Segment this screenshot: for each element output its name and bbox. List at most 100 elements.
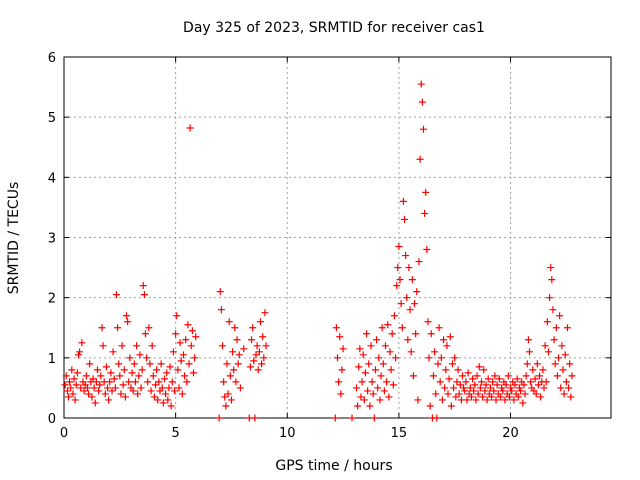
data-point xyxy=(455,390,463,398)
data-point xyxy=(338,366,346,374)
data-point xyxy=(192,333,200,341)
data-point xyxy=(158,384,166,392)
data-point xyxy=(259,333,267,341)
data-point xyxy=(253,342,261,350)
data-point xyxy=(86,360,94,368)
data-point xyxy=(444,390,452,398)
data-point xyxy=(219,342,227,350)
data-point xyxy=(75,351,83,359)
data-point xyxy=(95,387,103,395)
data-point xyxy=(547,264,555,272)
data-point xyxy=(484,375,492,383)
data-point xyxy=(159,399,167,407)
data-point xyxy=(254,366,262,374)
data-point xyxy=(488,393,496,401)
data-point xyxy=(73,369,81,377)
data-point xyxy=(421,209,429,217)
data-point xyxy=(521,390,529,398)
data-point xyxy=(440,336,448,344)
data-point xyxy=(82,372,90,380)
x-tick-label: 20 xyxy=(502,426,519,441)
data-point xyxy=(258,360,266,368)
data-point xyxy=(144,378,152,386)
data-point xyxy=(157,360,165,368)
y-tick-label: 2 xyxy=(48,292,56,307)
data-point xyxy=(162,390,170,398)
data-point xyxy=(430,372,438,380)
data-point xyxy=(448,360,456,368)
data-point xyxy=(137,384,145,392)
data-point xyxy=(92,378,100,386)
data-point xyxy=(432,390,440,398)
data-point xyxy=(443,342,451,350)
data-point xyxy=(154,396,162,404)
data-point xyxy=(495,375,503,383)
data-point xyxy=(184,321,192,329)
data-point xyxy=(360,396,368,404)
data-point xyxy=(415,258,423,266)
data-point xyxy=(364,387,372,395)
data-point xyxy=(130,360,138,368)
data-point xyxy=(505,393,513,401)
data-point xyxy=(153,366,161,374)
data-point xyxy=(414,396,422,404)
data-point xyxy=(400,215,408,223)
data-point xyxy=(510,396,518,404)
data-point xyxy=(117,390,125,398)
data-point xyxy=(566,360,574,368)
data-point xyxy=(493,381,501,389)
data-point xyxy=(550,336,558,344)
data-point xyxy=(118,342,126,350)
data-point xyxy=(523,360,531,368)
data-point xyxy=(124,318,132,326)
y-tick-label: 3 xyxy=(48,232,56,247)
data-point xyxy=(472,396,480,404)
data-point xyxy=(66,378,74,386)
data-point xyxy=(524,336,532,344)
y-tick-label: 5 xyxy=(48,111,56,126)
data-point xyxy=(393,282,401,290)
data-point xyxy=(64,393,72,401)
data-point xyxy=(361,369,369,377)
data-point xyxy=(104,384,112,392)
data-point xyxy=(106,378,114,386)
data-point xyxy=(166,363,174,371)
data-point xyxy=(419,125,427,133)
data-point xyxy=(452,393,460,401)
data-point xyxy=(456,381,464,389)
data-point xyxy=(464,369,472,377)
data-point xyxy=(534,381,542,389)
data-point xyxy=(183,378,191,386)
data-point xyxy=(532,390,540,398)
data-point xyxy=(517,387,525,395)
data-point xyxy=(135,372,143,380)
data-point xyxy=(83,384,91,392)
data-point xyxy=(427,330,435,338)
data-point xyxy=(479,393,487,401)
data-point xyxy=(373,336,381,344)
data-point xyxy=(462,378,470,386)
data-point xyxy=(478,378,486,386)
data-point xyxy=(407,348,415,356)
data-point xyxy=(91,399,99,407)
data-point xyxy=(223,360,231,368)
data-point xyxy=(178,390,186,398)
data-point xyxy=(363,330,371,338)
data-point xyxy=(412,330,420,338)
y-tick-label: 4 xyxy=(48,171,56,186)
data-point xyxy=(62,372,70,380)
data-point xyxy=(339,345,347,353)
data-point xyxy=(149,372,157,380)
data-point xyxy=(240,345,248,353)
data-point xyxy=(367,342,375,350)
data-point xyxy=(383,378,391,386)
data-point xyxy=(229,348,237,356)
data-point xyxy=(378,324,386,332)
data-point xyxy=(450,384,458,392)
data-point xyxy=(188,327,196,335)
data-point xyxy=(568,372,576,380)
data-point xyxy=(557,384,565,392)
data-point xyxy=(552,324,560,332)
data-point xyxy=(123,312,131,320)
